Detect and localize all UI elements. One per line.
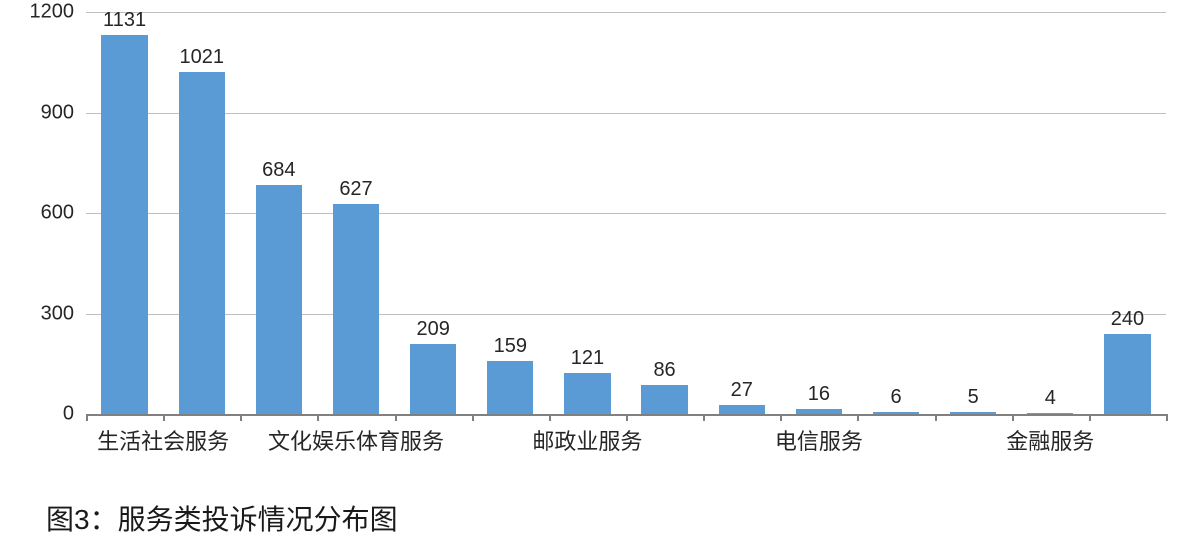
- bar: [1104, 334, 1150, 414]
- y-tick-label: 600: [0, 202, 74, 225]
- bar-value-label: 1131: [103, 9, 146, 32]
- x-axis-label: 文化娱乐体育服务: [268, 424, 444, 456]
- gridline: [86, 314, 1166, 315]
- bar-value-label: 4: [1045, 387, 1056, 410]
- bar-value-label: 627: [339, 178, 372, 201]
- x-tick-mark: [703, 414, 705, 421]
- x-tick-mark: [935, 414, 937, 421]
- x-tick-mark: [626, 414, 628, 421]
- bar: [719, 405, 765, 414]
- gridline: [86, 12, 1166, 13]
- bar-value-label: 6: [890, 386, 901, 409]
- x-tick-mark: [163, 414, 165, 421]
- bar: [179, 72, 225, 414]
- bar-value-label: 5: [968, 386, 979, 409]
- x-tick-mark: [317, 414, 319, 421]
- bar-value-label: 16: [808, 383, 830, 406]
- x-tick-mark: [240, 414, 242, 421]
- x-tick-mark: [857, 414, 859, 421]
- y-tick-label: 300: [0, 302, 74, 325]
- y-tick-label: 1200: [0, 1, 74, 24]
- x-tick-mark: [472, 414, 474, 421]
- bar: [873, 412, 919, 414]
- x-axis-label: 邮政业服务: [532, 424, 642, 456]
- x-tick-mark: [780, 414, 782, 421]
- bar-value-label: 121: [571, 347, 604, 370]
- bar: [487, 361, 533, 414]
- gridline: [86, 213, 1166, 214]
- x-axis-label: 电信服务: [775, 424, 863, 456]
- bar: [256, 185, 302, 414]
- bar: [1027, 413, 1073, 414]
- bar: [564, 373, 610, 414]
- chart-caption: 图3：服务类投诉情况分布图: [46, 498, 398, 538]
- bar-value-label: 159: [494, 335, 527, 358]
- x-tick-mark: [1012, 414, 1014, 421]
- bar: [641, 385, 687, 414]
- gridline: [86, 113, 1166, 114]
- x-tick-mark: [1166, 414, 1168, 421]
- bar-chart: 0300600900120011311021684627209159121862…: [0, 0, 1182, 546]
- bar: [410, 344, 456, 414]
- bar: [950, 412, 996, 414]
- x-axis-label: 生活社会服务: [97, 424, 229, 456]
- x-tick-mark: [1089, 414, 1091, 421]
- bar: [101, 35, 147, 414]
- bar-value-label: 209: [416, 318, 449, 341]
- x-axis-label: 金融服务: [1006, 424, 1094, 456]
- y-tick-label: 0: [0, 403, 74, 426]
- bar-value-label: 27: [731, 379, 753, 402]
- x-tick-mark: [395, 414, 397, 421]
- x-tick-mark: [86, 414, 88, 421]
- y-tick-label: 900: [0, 101, 74, 124]
- bar-value-label: 1021: [179, 46, 224, 69]
- plot-area: [86, 12, 1166, 416]
- x-tick-mark: [549, 414, 551, 421]
- bar-value-label: 684: [262, 159, 295, 182]
- bar: [333, 204, 379, 414]
- bar: [796, 409, 842, 414]
- bar-value-label: 86: [653, 359, 675, 382]
- bar-value-label: 240: [1111, 308, 1144, 331]
